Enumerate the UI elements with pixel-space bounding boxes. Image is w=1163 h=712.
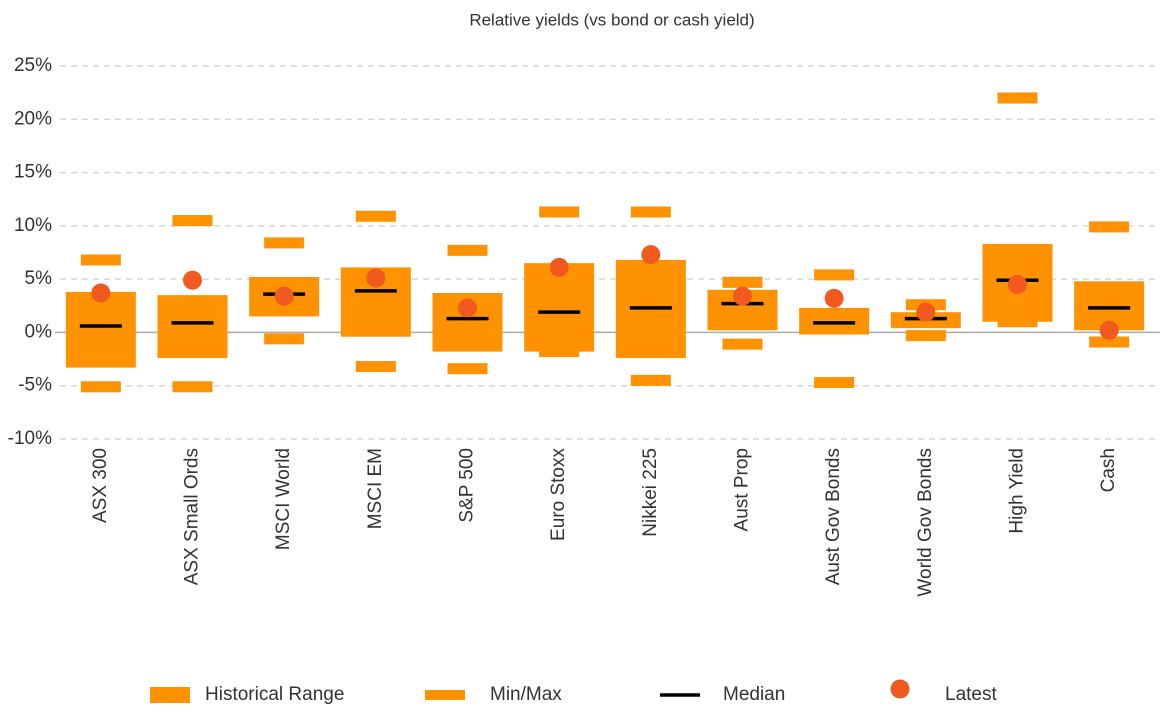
range-box bbox=[65, 291, 136, 368]
min-bar bbox=[539, 346, 580, 358]
min-bar bbox=[1089, 336, 1130, 348]
x-tick-label: S&P 500 bbox=[457, 448, 478, 523]
x-tick-label: High Yield bbox=[1007, 448, 1028, 534]
legend-label: Historical Range bbox=[205, 684, 344, 705]
legend-label: Min/Max bbox=[490, 684, 562, 705]
latest bbox=[183, 270, 202, 290]
y-tick-label: 5% bbox=[25, 268, 53, 289]
latest bbox=[1008, 274, 1027, 294]
latest bbox=[91, 283, 111, 303]
max-bar bbox=[630, 206, 671, 218]
y-tick-label: 15% bbox=[14, 162, 52, 183]
max-bar bbox=[447, 244, 488, 256]
min-bar bbox=[630, 374, 671, 386]
latest bbox=[733, 286, 752, 306]
min-bar bbox=[172, 381, 213, 393]
x-tick-label: Aust Prop bbox=[732, 448, 753, 531]
max-bar bbox=[722, 276, 763, 288]
y-tick-label: 20% bbox=[14, 108, 52, 129]
max-bar bbox=[172, 215, 213, 227]
x-tick-label: World Gov Bonds bbox=[915, 448, 936, 597]
y-tick-label: -5% bbox=[18, 375, 52, 396]
min-bar bbox=[80, 381, 121, 393]
y-tick-label: 0% bbox=[25, 321, 53, 342]
latest bbox=[1099, 320, 1119, 340]
min-bar bbox=[447, 363, 488, 375]
x-tick-label: Nikkei 225 bbox=[640, 448, 661, 537]
x-tick-label: Euro Stoxx bbox=[548, 448, 569, 541]
legend-swatch bbox=[150, 687, 190, 703]
max-bar bbox=[264, 237, 305, 249]
max-bar bbox=[997, 92, 1038, 104]
legend-label: Latest bbox=[945, 684, 997, 705]
max-bar bbox=[539, 206, 580, 218]
latest bbox=[458, 298, 477, 318]
latest bbox=[916, 302, 936, 322]
chart-title: Relative yields (vs bond or cash yield) bbox=[469, 10, 754, 29]
x-tick-label: MSCI World bbox=[273, 448, 294, 550]
y-tick-label: 25% bbox=[14, 55, 52, 76]
latest bbox=[274, 286, 294, 306]
max-bar bbox=[814, 269, 855, 281]
max-bar bbox=[1089, 221, 1130, 233]
latest bbox=[641, 245, 661, 265]
legend-label: Median bbox=[723, 684, 785, 705]
min-bar bbox=[722, 338, 763, 350]
min-bar bbox=[355, 361, 396, 373]
min-bar bbox=[264, 333, 305, 345]
legend-swatch bbox=[890, 679, 910, 699]
latest bbox=[366, 268, 386, 288]
latest bbox=[824, 288, 844, 308]
x-tick-label: ASX 300 bbox=[90, 448, 111, 523]
range-box bbox=[157, 295, 228, 359]
max-bar bbox=[80, 254, 121, 266]
x-tick-label: MSCI EM bbox=[365, 448, 386, 529]
min-bar bbox=[814, 377, 855, 389]
legend-swatch bbox=[425, 690, 465, 700]
latest bbox=[549, 257, 569, 277]
min-bar bbox=[905, 330, 946, 342]
min-bar bbox=[997, 316, 1038, 328]
y-tick-label: -10% bbox=[8, 428, 52, 449]
x-tick-label: Cash bbox=[1098, 448, 1119, 492]
x-tick-label: Aust Gov Bonds bbox=[823, 448, 844, 585]
max-bar bbox=[355, 210, 396, 222]
y-tick-label: 10% bbox=[14, 215, 52, 236]
x-tick-label: ASX Small Ords bbox=[182, 448, 203, 585]
range-box bbox=[524, 263, 595, 352]
